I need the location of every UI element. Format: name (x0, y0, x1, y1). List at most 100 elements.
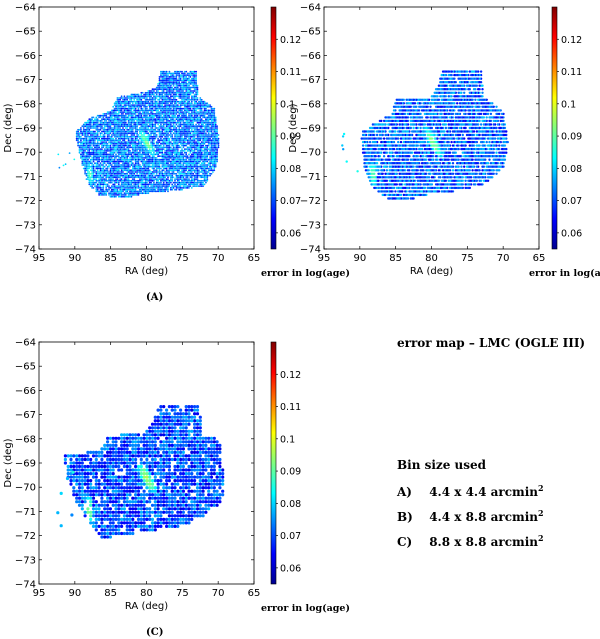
bin-point (140, 91, 143, 94)
bin-point (137, 113, 140, 115)
bin-point (58, 166, 61, 169)
bin-point (140, 139, 143, 142)
bin-point (186, 164, 189, 166)
bin-point (98, 116, 100, 119)
bin-point (182, 77, 185, 80)
bin-point (82, 123, 85, 126)
bin-point (161, 190, 164, 193)
bin-point (103, 172, 106, 175)
bin-point (209, 146, 212, 149)
bin-point (176, 183, 179, 186)
bin-point (103, 171, 106, 173)
bin-point (182, 162, 185, 165)
bin-point (202, 139, 205, 142)
bin-point (96, 130, 99, 133)
bin-point (148, 164, 151, 166)
bin-point (116, 192, 119, 195)
bin-point (199, 164, 202, 166)
bin-point (160, 183, 162, 186)
bin-point (81, 164, 84, 166)
bin-point (122, 164, 124, 166)
bin-point (137, 165, 140, 168)
bin-point (147, 165, 150, 168)
bin-point (96, 172, 99, 175)
bin-point (161, 176, 164, 179)
bin-point (143, 190, 146, 193)
bin-point (162, 181, 165, 184)
bin-point (155, 90, 158, 92)
bin-point (148, 187, 151, 189)
bin-point (94, 174, 96, 177)
bin-point (192, 183, 195, 186)
bin-point (144, 192, 147, 195)
bin-point (175, 74, 178, 76)
bin-point (195, 165, 198, 168)
bin-point (119, 178, 122, 181)
bin-point (126, 181, 129, 184)
bin-point (98, 167, 100, 170)
bin-point (164, 150, 167, 152)
bin-point (123, 164, 126, 166)
bin-point (95, 190, 98, 193)
bin-point (186, 141, 189, 144)
bin-point (196, 150, 199, 152)
bin-point (87, 169, 89, 172)
bin-point (110, 185, 113, 188)
bin-point (167, 190, 169, 193)
bin-point (136, 190, 139, 193)
bin-point (116, 169, 119, 172)
y-tick-label: −68 (15, 99, 36, 110)
bin-point (181, 127, 183, 129)
bin-point (123, 104, 126, 106)
bin-point (113, 185, 116, 188)
bin-point (122, 188, 124, 191)
bin-point (131, 172, 134, 175)
bin-point (165, 179, 168, 182)
bin-point (87, 165, 89, 168)
bin-point (213, 169, 216, 172)
bin-point (217, 144, 220, 147)
bin-point (126, 178, 129, 181)
colorbar-tick-label: 0.06 (280, 228, 301, 239)
bin-point (137, 169, 140, 172)
bin-point (95, 187, 98, 189)
y-axis-label: Dec (deg) (3, 103, 14, 152)
bin-point (130, 116, 133, 119)
bin-point (205, 174, 207, 177)
bin-point (397, 190, 400, 193)
bin-point (147, 176, 150, 179)
bin-point (155, 93, 158, 96)
bin-point (130, 164, 133, 166)
bin-point (172, 132, 175, 135)
bin-point (116, 190, 119, 193)
bin-point (174, 134, 176, 136)
bin-point (141, 174, 144, 177)
bin-point (172, 167, 175, 170)
bin-point (64, 163, 67, 166)
bin-point (193, 174, 196, 177)
bin-point (196, 176, 199, 179)
bin-point (178, 164, 181, 166)
bin-point (136, 176, 139, 179)
bin-point (112, 174, 115, 177)
bin-point (168, 185, 171, 188)
bin-point (157, 188, 160, 191)
bin-point (186, 181, 189, 184)
bin-point (179, 150, 182, 152)
bin-point (133, 169, 136, 172)
bin-point (199, 176, 202, 179)
bin-point (167, 172, 169, 175)
bin-point (123, 183, 126, 186)
bin-point (105, 179, 108, 182)
bin-point (133, 109, 136, 112)
bin-point (124, 190, 127, 193)
bin-point (130, 171, 133, 173)
bin-point (178, 179, 181, 182)
bin-point (109, 142, 112, 145)
bin-point (182, 174, 185, 177)
bin-point (89, 169, 92, 172)
bin-point (137, 167, 140, 170)
bin-point (195, 91, 198, 94)
bin-point (88, 118, 91, 121)
bin-point (115, 137, 117, 140)
